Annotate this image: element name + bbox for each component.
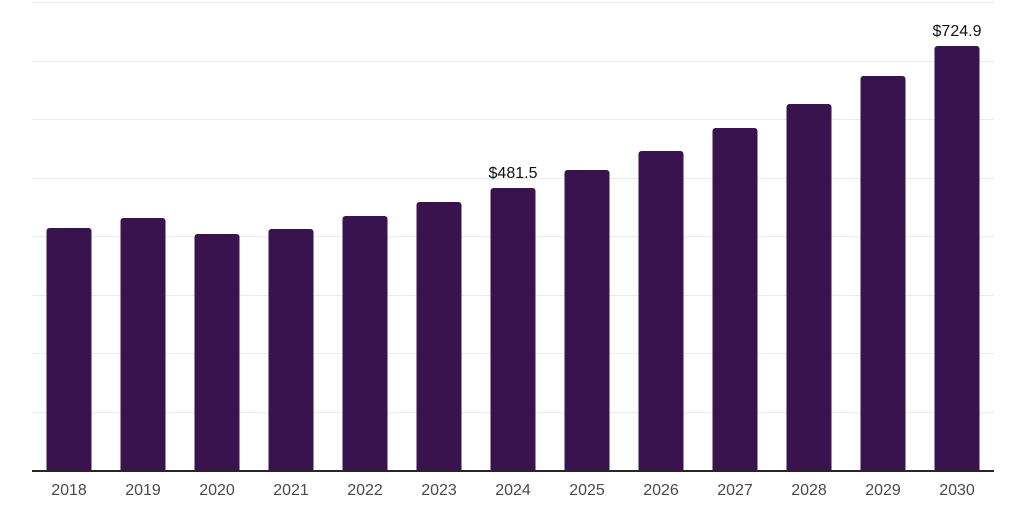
gridline: [32, 2, 994, 3]
bar-slot-2027: [698, 2, 772, 470]
bar-2023: [416, 202, 462, 470]
bar-2027: [712, 128, 758, 470]
bar-slot-2024: $481.5: [476, 2, 550, 470]
x-axis-label-2019: 2019: [125, 482, 161, 499]
bar-slot-2029: [846, 2, 920, 470]
x-axis-label-2026: 2026: [643, 482, 679, 499]
bar-2024: [490, 188, 536, 470]
bar-slot-2019: [106, 2, 180, 470]
x-axis-label-2021: 2021: [273, 482, 309, 499]
gridline: [32, 119, 994, 120]
gridline: [32, 177, 994, 179]
bar-slot-2021: [254, 2, 328, 470]
bar-slot-2020: [180, 2, 254, 470]
bar-2025: [564, 170, 610, 470]
x-axis-label-2028: 2028: [791, 482, 827, 499]
x-axis-label-2029: 2029: [865, 482, 901, 499]
bar-value-label-2030: $724.9: [932, 22, 982, 40]
bar-slot-2022: [328, 2, 402, 470]
gridline: [32, 60, 994, 62]
bar-2028: [786, 104, 832, 470]
bar-2018: [46, 227, 92, 470]
x-axis-label-2024: 2024: [495, 482, 531, 499]
x-axis-label-2025: 2025: [569, 482, 605, 499]
bar-slot-2023: [402, 2, 476, 470]
x-axis-label-2030: 2030: [939, 482, 975, 499]
bar-2026: [638, 150, 684, 470]
bar-2020: [194, 234, 240, 470]
bar-slot-2025: [550, 2, 624, 470]
bar-value-label-2024: $481.5: [488, 165, 538, 183]
bar-2021: [268, 229, 314, 470]
bar-slot-2030: $724.9: [920, 2, 994, 470]
x-axis-label-2023: 2023: [421, 482, 457, 499]
bar-2030: [934, 45, 980, 470]
bar-2022: [342, 216, 388, 470]
bar-slot-2026: [624, 2, 698, 470]
bar-slot-2028: [772, 2, 846, 470]
x-axis-label-2022: 2022: [347, 482, 383, 499]
bar-2029: [860, 76, 906, 470]
x-axis-label-2020: 2020: [199, 482, 235, 499]
x-axis-label-2027: 2027: [717, 482, 753, 499]
bar-slot-2018: [32, 2, 106, 470]
x-axis-label-2018: 2018: [51, 482, 87, 499]
x-axis-labels: 2018 2019 2020 2021 2022 2023 2024 2025 2026 2027…: [32, 482, 994, 500]
bars-row: $481.5 $724.9: [32, 2, 994, 470]
bar-2019: [120, 217, 166, 470]
plot-area: $481.5 $724.9: [32, 2, 994, 472]
